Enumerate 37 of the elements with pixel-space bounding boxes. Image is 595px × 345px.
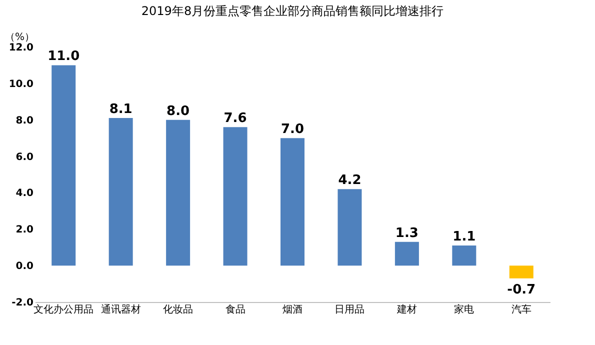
data-label: 11.0 xyxy=(48,49,80,64)
data-label: 8.0 xyxy=(166,104,190,119)
bar xyxy=(509,266,534,278)
bar xyxy=(394,242,419,266)
bar xyxy=(52,65,76,266)
bar xyxy=(280,138,304,266)
data-label: 4.2 xyxy=(338,173,362,188)
y-tick-label: 0.0 xyxy=(16,261,34,272)
chart-title: 2019年8月份重点零售企业部分商品销售额同比增速排行 xyxy=(141,4,444,18)
x-tick-label: 汽车 xyxy=(511,304,532,316)
bar xyxy=(452,246,476,266)
bar xyxy=(166,120,190,266)
x-tick-label: 建材 xyxy=(396,304,417,316)
y-tick-label: 4.0 xyxy=(16,188,34,200)
data-label: 7.6 xyxy=(224,111,247,126)
x-tick-label: 家电 xyxy=(454,304,474,316)
y-tick-label: 2.0 xyxy=(16,224,34,236)
x-tick-label: 食品 xyxy=(225,304,246,316)
x-tick-label: 烟酒 xyxy=(282,304,302,316)
x-tick-label: 日用品 xyxy=(334,304,365,316)
data-label: -0.7 xyxy=(507,282,536,298)
bar xyxy=(338,189,362,266)
bar xyxy=(108,118,133,266)
y-tick-label: 8.0 xyxy=(16,115,34,126)
x-tick-label: 文化办公用品 xyxy=(34,304,94,316)
data-label: 8.1 xyxy=(109,102,132,118)
y-tick-label: 6.0 xyxy=(16,152,34,163)
data-label: 1.3 xyxy=(395,226,418,241)
y-tick-label: 10.0 xyxy=(8,78,34,90)
x-tick-label: 通讯器材 xyxy=(100,304,141,316)
y-tick-label: -2.0 xyxy=(12,298,34,308)
data-label: 7.0 xyxy=(280,122,304,138)
data-label: 1.1 xyxy=(452,230,476,245)
y-axis-title: （%） xyxy=(5,32,35,43)
bar xyxy=(223,127,248,266)
x-tick-label: 化妆品 xyxy=(163,304,194,316)
y-tick-label: 12.0 xyxy=(8,42,34,54)
